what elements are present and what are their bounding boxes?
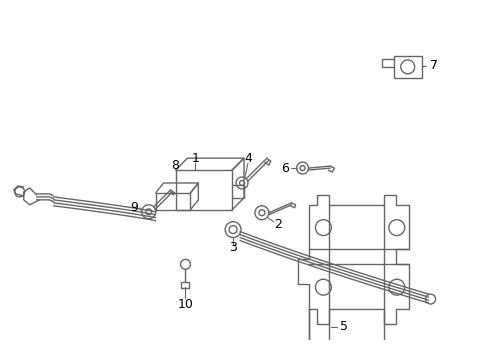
Text: 6: 6 <box>281 162 289 175</box>
Bar <box>181 282 190 288</box>
Text: 1: 1 <box>192 152 199 165</box>
Text: 4: 4 <box>244 152 252 165</box>
Text: 10: 10 <box>177 297 194 311</box>
Text: 8: 8 <box>172 159 179 172</box>
Text: 9: 9 <box>130 201 138 214</box>
Text: 3: 3 <box>229 241 237 254</box>
Text: 7: 7 <box>430 59 438 72</box>
Bar <box>394 56 421 78</box>
Text: 5: 5 <box>340 320 348 333</box>
Text: 2: 2 <box>274 218 282 231</box>
